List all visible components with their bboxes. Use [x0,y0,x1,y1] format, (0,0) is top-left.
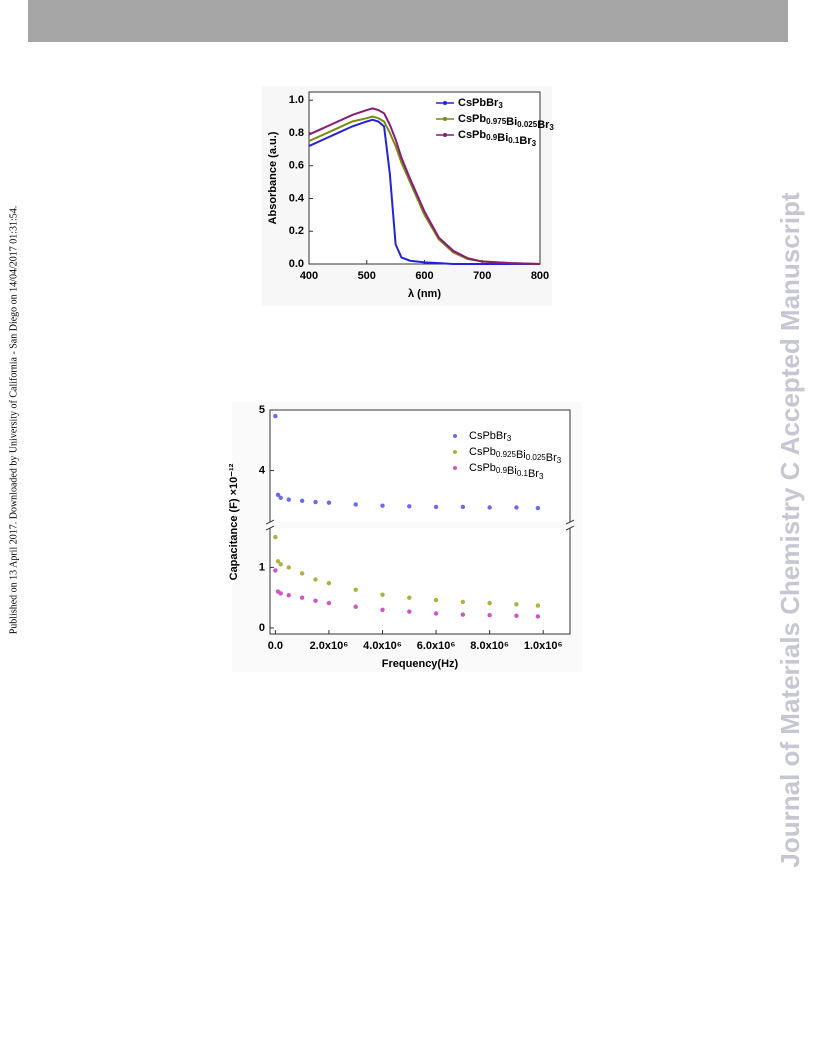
point [353,604,358,609]
series-line [308,118,540,265]
legend-marker [443,101,447,105]
break-mark [565,519,575,525]
point [273,413,278,419]
point [535,603,541,608]
point [278,591,283,596]
x-tick-label: 8.0x10⁶ [470,640,509,652]
point [514,602,519,607]
point [326,600,332,606]
point [286,593,291,598]
x-tick-label: 0.0 [268,640,283,652]
break-mark [565,525,575,531]
published-note: Published on 13 April 2017. Downloaded b… [8,206,19,635]
point [460,599,466,605]
point [380,607,385,612]
point [326,500,332,505]
point [433,597,439,603]
y-axis-label: Capacitance (F) ×10⁻¹² [228,463,240,580]
point [273,568,278,573]
point [313,577,318,582]
x-tick-label: 800 [531,270,549,282]
point [286,565,291,570]
y-tick-label: 5 [259,404,265,416]
axis-break [266,522,574,529]
y-tick-label: 0.8 [289,127,304,139]
x-axis-label: λ (nm) [408,288,441,300]
point [487,505,492,510]
point [407,595,412,600]
x-tick-label: 6.0x10⁶ [417,640,456,652]
legend-label: CsPb0.9Bi0.1Br3 [458,129,537,148]
point [514,613,519,619]
point [299,571,305,576]
point [313,499,318,505]
legend-marker [453,450,457,454]
point [535,614,541,619]
point [299,498,305,504]
x-tick-label: 4.0x10⁶ [363,640,402,652]
point [299,595,305,600]
point [278,495,283,501]
point [433,504,439,510]
legend-marker [453,466,457,470]
point [286,497,291,502]
y-tick-label: 1.0 [289,94,304,106]
point [407,609,412,614]
point [313,598,318,603]
point [535,505,541,511]
x-tick-label: 600 [415,270,433,282]
point [278,562,283,567]
plot-frame [269,409,571,635]
y-tick-label: 0.6 [289,160,304,172]
x-tick-label: 400 [300,270,318,282]
y-tick-label: 0.2 [289,225,304,237]
point [275,559,281,564]
header-bar [28,0,788,42]
legend-label: CsPb0.9Bi0.1Br3 [469,462,544,481]
point [380,592,385,597]
point [460,612,466,617]
x-tick-label: 500 [358,270,376,282]
y-tick-label: 0 [259,622,265,634]
point [514,505,519,510]
point [353,587,358,592]
watermark: Journal of Materials Chemistry C Accepte… [775,192,805,868]
legend-marker [453,434,457,438]
x-tick-label: 700 [473,270,491,282]
legend-label: CsPb0.925Bi0.025Br3 [469,446,562,465]
plot-frame [308,91,541,265]
point [353,502,358,507]
legend-marker [443,117,447,121]
x-axis-label: Frequency(Hz) [382,658,459,670]
y-tick-label: 0.4 [289,192,305,204]
x-tick-label: 2.0x10⁶ [310,640,349,652]
point [407,504,412,509]
break-mark [265,525,275,531]
legend-label: CsPb0.975Bi0.025Br3 [458,113,554,132]
legend-label: CsPbBr3 [458,97,503,110]
legend-label: CsPbBr3 [469,430,512,443]
point [433,611,439,616]
y-tick-label: 4 [259,464,266,476]
point [487,600,492,606]
y-tick-label: 0.0 [289,258,304,270]
y-axis-label: Absorbance (a.u.) [267,131,279,224]
point [273,534,278,540]
x-tick-label: 1.0x10⁶ [524,640,563,652]
break-mark [265,519,275,525]
series-line [308,107,541,265]
point [326,580,332,586]
y-tick-label: 1 [259,561,265,573]
point [275,492,281,497]
point [380,503,385,508]
legend-marker [443,133,447,137]
point [487,613,492,618]
point [460,504,466,510]
